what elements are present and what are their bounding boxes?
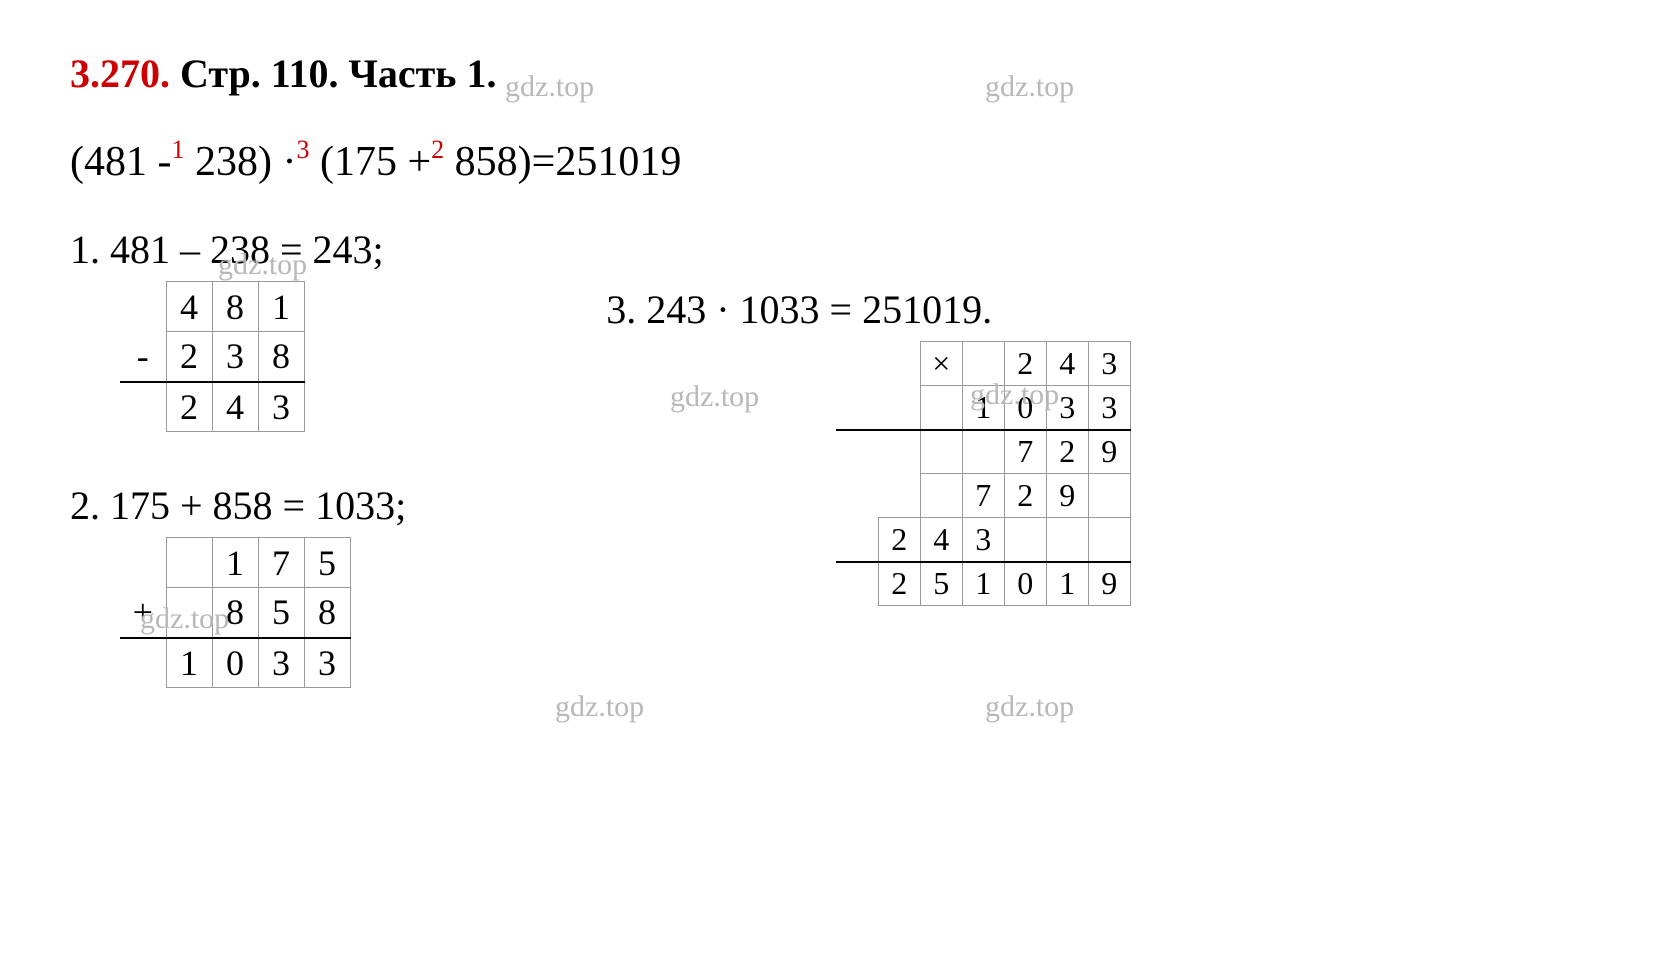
step-2-table: 1 7 5 + 8 5 8 1 0 3 3: [120, 537, 351, 688]
step-1: 1. 481 – 238 = 243; 4 8 1 - 2 3 8 2: [70, 226, 406, 432]
page-label: Стр. 110.: [180, 51, 339, 96]
step-2: 2. 175 + 858 = 1033; 1 7 5 + 8 5 8: [70, 482, 406, 688]
left-column: 1. 481 – 238 = 243; 4 8 1 - 2 3 8 2: [70, 226, 406, 718]
content-columns: 1. 481 – 238 = 243; 4 8 1 - 2 3 8 2: [70, 226, 1598, 718]
step-2-label: 2. 175 + 858 = 1033;: [70, 482, 406, 529]
step-3: 3. 243 · 1033 = 251019. gdz.top × 2 4 3 …: [606, 286, 1131, 606]
problem-header: 3.270. Стр. 110. Часть 1.: [70, 50, 1598, 97]
right-column: 3. 243 · 1033 = 251019. gdz.top × 2 4 3 …: [506, 226, 1131, 718]
problem-number: 3.270.: [70, 51, 170, 96]
step-3-label: 3. 243 · 1033 = 251019.: [606, 286, 1131, 333]
watermark: gdz.top: [985, 690, 1074, 724]
part-label: Часть 1.: [349, 51, 497, 96]
step-1-label: 1. 481 – 238 = 243;: [70, 226, 406, 273]
step-3-table: × 2 4 3 1 0 3 3: [836, 341, 1131, 606]
main-expression: (481 -1 238) ·3 (175 +2 858)=251019: [70, 137, 1598, 186]
step-1-table: 4 8 1 - 2 3 8 2 4 3: [120, 281, 305, 432]
